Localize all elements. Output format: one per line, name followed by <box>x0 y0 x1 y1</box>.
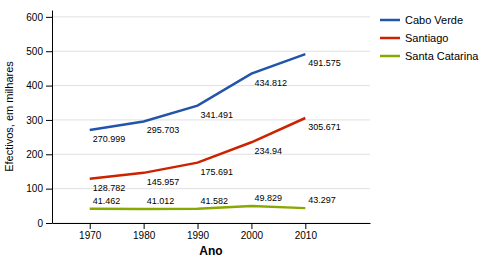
tick-label: 2010 <box>295 230 318 241</box>
data-label: 295.703 <box>147 125 180 135</box>
grid-line <box>52 16 370 17</box>
data-label: 41.582 <box>201 196 229 206</box>
tick: 1970 <box>79 223 102 241</box>
data-label: 305.671 <box>308 122 341 132</box>
legend-swatch <box>380 37 400 40</box>
tick-mark <box>46 154 52 155</box>
series-line <box>90 206 306 209</box>
tick: 2010 <box>295 223 318 241</box>
tick-label: 400 <box>26 80 43 91</box>
tick-label: 600 <box>26 12 43 23</box>
tick-label: 2000 <box>241 230 264 241</box>
tick-label: 300 <box>26 115 43 126</box>
data-label: 49.829 <box>254 193 282 203</box>
legend-label: Cabo Verde <box>405 14 463 26</box>
data-label: 41.462 <box>93 196 121 206</box>
tick-label: 0 <box>37 218 43 229</box>
grid <box>52 17 370 223</box>
tick-mark <box>198 223 199 229</box>
y-axis-title: Efectivos, em milhares <box>3 61 15 172</box>
tick-mark <box>46 86 52 87</box>
data-label: 341.491 <box>201 110 234 120</box>
tick-label: 200 <box>26 149 43 160</box>
data-label: 434.812 <box>254 78 287 88</box>
series-line <box>90 118 306 179</box>
tick: 400 <box>26 80 52 91</box>
series-line <box>90 54 306 130</box>
x-axis: 1970 1980 1990 2000 2010 <box>53 223 371 241</box>
legend-label: Santa Catarina <box>405 50 479 62</box>
tick-mark <box>305 223 306 229</box>
data-label: 128.782 <box>93 183 126 193</box>
data-label: 145.957 <box>147 177 180 187</box>
tick: 2000 <box>241 223 264 241</box>
axis-line <box>53 223 371 224</box>
tick-mark <box>46 120 52 121</box>
data-label: 41.012 <box>147 196 175 206</box>
tick: 1980 <box>133 223 156 241</box>
grid-line <box>52 223 370 224</box>
x-axis-title: Ano <box>199 244 222 258</box>
chart: 1970 1980 1990 2000 2010 0 100 200 300 400 500 600 2… <box>0 0 490 259</box>
tick-label: 1980 <box>133 230 156 241</box>
legend-swatch <box>380 19 400 22</box>
tick-mark <box>144 223 145 229</box>
tick: 500 <box>26 46 52 57</box>
tick: 300 <box>26 115 52 126</box>
tick-mark <box>46 223 52 224</box>
legend-item: Cabo Verde <box>380 14 463 26</box>
legend-swatch <box>380 55 400 58</box>
data-labels: 270.999 295.703 341.491 434.812 491.575 128.7… <box>93 58 341 206</box>
tick-mark <box>251 223 252 229</box>
axis-line <box>52 11 53 224</box>
data-label: 270.999 <box>93 134 126 144</box>
tick-mark <box>46 189 52 190</box>
data-label: 43.297 <box>308 195 336 205</box>
tick-label: 1990 <box>187 230 210 241</box>
tick: 100 <box>26 183 52 194</box>
tick-label: 1970 <box>79 230 102 241</box>
grid-line <box>52 154 370 155</box>
plot: 1970 1980 1990 2000 2010 0 100 200 300 400 500 600 2… <box>26 11 370 242</box>
series-group <box>90 54 306 209</box>
grid-line <box>52 51 370 52</box>
legend-item: Santa Catarina <box>380 50 479 62</box>
tick-mark <box>46 51 52 52</box>
grid-line <box>52 85 370 86</box>
tick: 0 <box>37 218 52 229</box>
y-axis: 0 100 200 300 400 500 600 <box>26 11 52 229</box>
tick: 600 <box>26 12 52 23</box>
legend: Cabo Verde Santiago Santa Catarina <box>380 14 479 62</box>
data-label: 175.691 <box>201 167 234 177</box>
tick-mark <box>90 223 91 229</box>
data-label: 491.575 <box>308 58 341 68</box>
legend-item: Santiago <box>380 32 448 44</box>
tick-mark <box>46 17 52 18</box>
tick-label: 500 <box>26 46 43 57</box>
data-label: 234.94 <box>254 146 282 156</box>
tick: 200 <box>26 149 52 160</box>
legend-label: Santiago <box>405 32 448 44</box>
tick: 1990 <box>187 223 210 241</box>
tick-label: 100 <box>26 183 43 194</box>
